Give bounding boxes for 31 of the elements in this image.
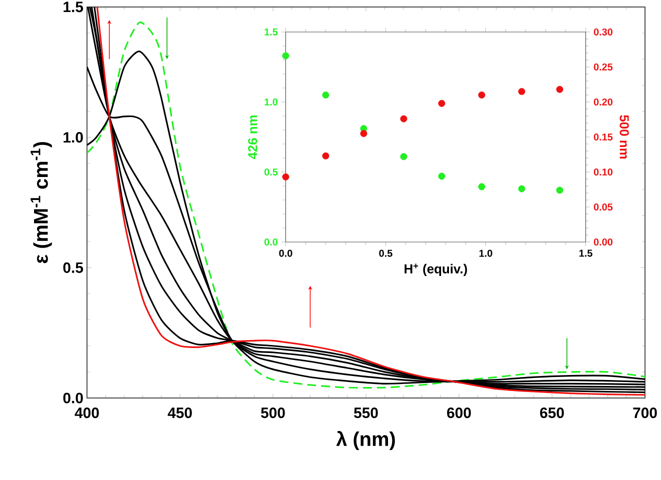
y2-tick-label: 0.05 (594, 203, 613, 211)
y-tick-label: 0.5 (264, 168, 278, 176)
x-tick-label: 0.0 (279, 250, 292, 257)
x-tick-label: 600 (447, 408, 471, 418)
y2-axis-title: 500 nm (620, 115, 629, 158)
y-axis-title: ε (mM$^{-1}$ cm$^{-1}$) (30, 142, 52, 264)
y-tick-label: 0.5 (63, 262, 84, 273)
y2-tick-label: 0.20 (594, 98, 612, 106)
y-tick-label: 0.0 (63, 392, 83, 404)
y2-tick-label: 0.30 (594, 28, 612, 36)
x-tick-label: 1.5 (579, 250, 592, 257)
y2-tick-label: 0.15 (594, 133, 613, 141)
y-tick-label: 1.5 (264, 28, 278, 36)
x-tick-label: 400 (74, 408, 99, 418)
y-tick-label: 1.5 (64, 2, 84, 12)
x-tick-label: 0.5 (379, 250, 392, 257)
y2-tick-label: 0.00 (594, 238, 612, 246)
x-axis-title: λ (nm) (336, 430, 395, 450)
x-tick-label: 550 (354, 408, 378, 418)
x-tick-label: 450 (168, 408, 192, 418)
x-tick-label: 1.0 (479, 250, 492, 257)
x-tick-label: 500 (260, 408, 285, 418)
y2-tick-label: 0.10 (594, 168, 612, 176)
y-axis-title: 426 nm (248, 115, 258, 160)
y2-tick-label: 0.25 (594, 63, 613, 71)
y-tick-label: 1.0 (264, 98, 278, 106)
x-tick-label: 700 (633, 408, 657, 418)
x-tick-label: 650 (540, 408, 564, 418)
y-tick-label: 0.0 (264, 238, 278, 246)
x-axis-title: H$^{+}$ (equiv.) (404, 264, 467, 276)
y-tick-label: 1.0 (64, 132, 83, 143)
